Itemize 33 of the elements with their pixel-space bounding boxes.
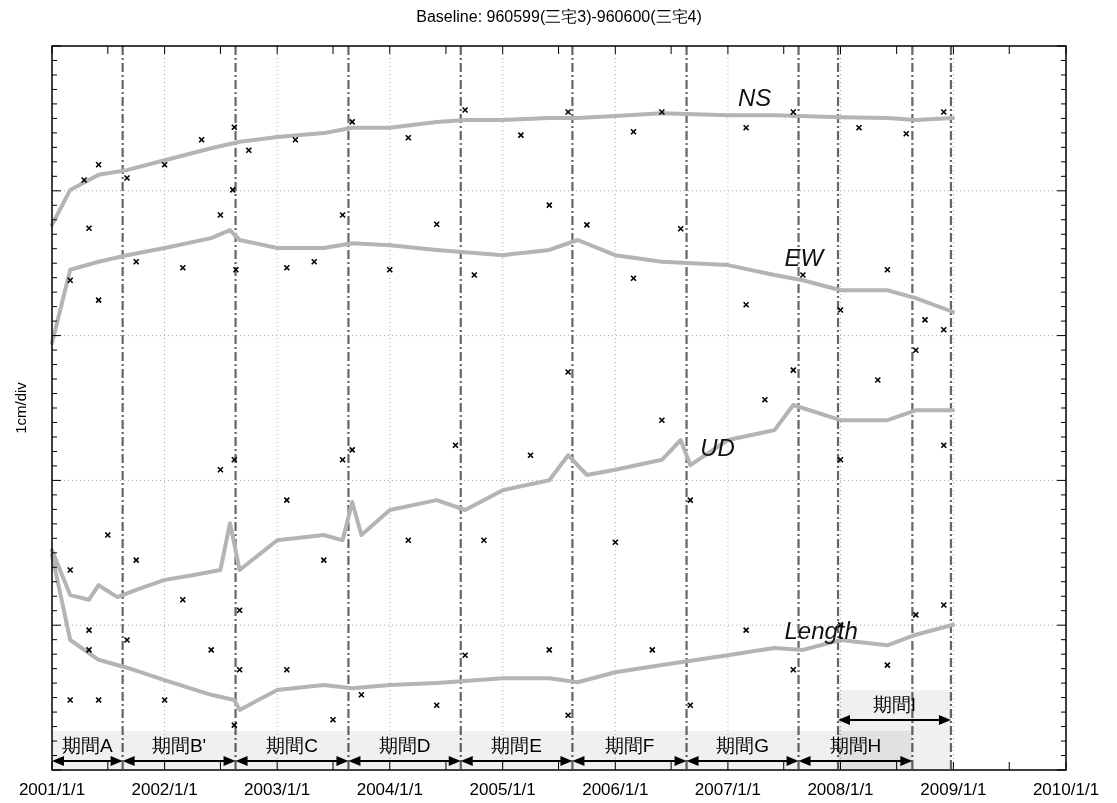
band-label: 期間D	[378, 735, 431, 756]
series-label: UD	[700, 434, 735, 462]
band-label: 期間G	[716, 735, 769, 756]
chart-title: Baseline: 960599(三宅3)-960600(三宅4)	[416, 8, 702, 25]
period-band: 期間C	[235, 731, 349, 769]
x-tick-label: 2008/1/1	[807, 780, 874, 799]
x-tick-label: 2010/1/1	[1032, 780, 1100, 799]
band-label: 期間B'	[151, 735, 207, 756]
x-tick-label: 2002/1/1	[131, 780, 198, 799]
period-band: 期間D	[348, 731, 461, 769]
period-band: 期間A	[52, 731, 123, 769]
x-tick-label: 2004/1/1	[356, 780, 423, 799]
series-label: NS	[737, 84, 772, 112]
band-label: 期間H	[829, 735, 882, 756]
x-tick-label: 2006/1/1	[582, 780, 649, 799]
band-label: 期間A	[61, 735, 113, 756]
period-band: 期間B'	[122, 731, 236, 769]
period-band: 期間G	[686, 731, 799, 769]
band-label: 期間I	[872, 694, 917, 715]
x-tick-label: 2009/1/1	[920, 780, 987, 799]
band-label: 期間E	[491, 735, 542, 756]
x-tick-label: 2001/1/1	[18, 780, 86, 799]
x-tick-label: 2003/1/1	[244, 780, 311, 799]
period-band: 期間E	[460, 731, 573, 769]
x-tick-label: 2005/1/1	[469, 780, 536, 799]
y-axis-title: 1cm/div	[12, 381, 29, 434]
series-label: EW	[784, 244, 826, 272]
band-label: 期間F	[604, 735, 655, 756]
x-tick-label: 2007/1/1	[694, 780, 761, 799]
period-band: 期間H	[798, 731, 913, 769]
period-band: 期間F	[572, 731, 687, 769]
series-label: Length	[784, 616, 858, 644]
band-label: 期間C	[266, 735, 318, 756]
